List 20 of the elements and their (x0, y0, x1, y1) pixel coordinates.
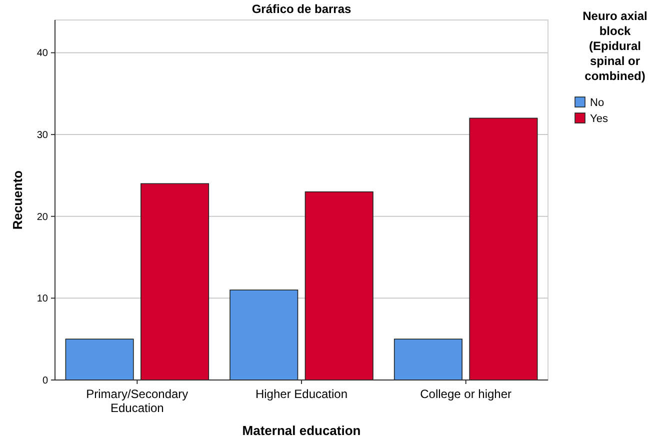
bar (65, 338, 134, 380)
y-tick-label: 30 (36, 130, 48, 142)
x-tick-label: College or higher (420, 387, 512, 401)
x-tick-label: Primary/Secondary Education (86, 387, 188, 415)
bar (469, 118, 538, 380)
x-axis-title: Maternal education (242, 423, 361, 438)
legend-label: No (590, 97, 604, 109)
legend-label: Yes (590, 113, 608, 125)
bar (304, 191, 374, 380)
bar (140, 183, 210, 380)
bar (230, 290, 298, 380)
chart-title: Gráfico de barras (252, 2, 352, 16)
y-tick-label: 0 (42, 376, 48, 386)
bar (394, 338, 462, 380)
y-tick-label: 20 (36, 212, 48, 223)
y-tick-label: 40 (36, 48, 48, 60)
y-tick-label: 10 (36, 294, 48, 305)
y-axis-title: Recuento (10, 170, 25, 230)
legend-title: Neuro axial block (Epidural spinal or combined) (582, 9, 648, 83)
x-tick-label: Higher Education (255, 387, 348, 401)
